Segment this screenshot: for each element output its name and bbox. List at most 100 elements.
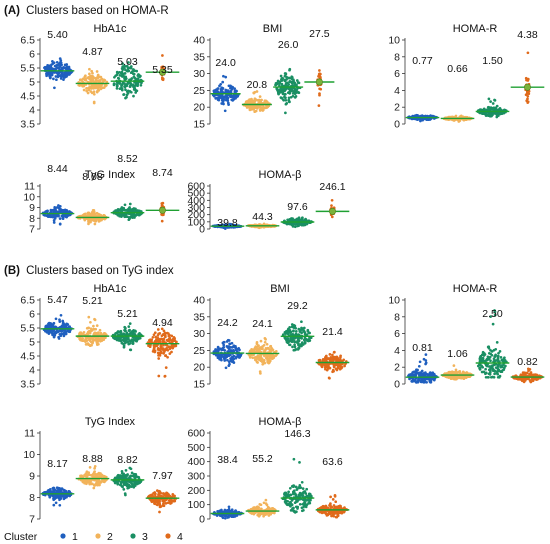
data-point bbox=[220, 86, 224, 90]
data-point bbox=[161, 504, 165, 507]
data-point bbox=[302, 330, 306, 333]
section-a-title: Clusters based on HOMA-R bbox=[26, 5, 169, 17]
data-point bbox=[113, 481, 117, 485]
data-point bbox=[55, 494, 58, 498]
cluster-4-points bbox=[146, 327, 178, 378]
data-point bbox=[290, 80, 294, 84]
data-point bbox=[303, 341, 307, 345]
cluster-2-points bbox=[441, 364, 473, 381]
data-point bbox=[328, 353, 332, 356]
panel-title: BMI bbox=[263, 23, 283, 35]
data-point bbox=[164, 354, 168, 357]
cluster-1-points bbox=[41, 486, 73, 507]
data-point bbox=[91, 71, 94, 75]
y-tick-label: 2 bbox=[394, 362, 400, 374]
data-point bbox=[52, 219, 56, 222]
data-point bbox=[219, 357, 223, 360]
data-point bbox=[124, 475, 128, 478]
panel-title: HOMA-R bbox=[453, 283, 498, 295]
value-label: 0.82 bbox=[517, 356, 538, 368]
cluster-2-points bbox=[77, 464, 109, 490]
data-point bbox=[486, 105, 490, 109]
data-point bbox=[297, 91, 301, 95]
data-point bbox=[280, 79, 284, 82]
data-point bbox=[256, 347, 259, 350]
data-point bbox=[293, 92, 297, 96]
data-point bbox=[268, 359, 272, 363]
data-point bbox=[118, 213, 122, 217]
data-point bbox=[495, 341, 499, 344]
data-point bbox=[48, 321, 52, 325]
data-point bbox=[219, 353, 222, 357]
data-point bbox=[229, 95, 232, 98]
data-point bbox=[225, 98, 229, 102]
data-point bbox=[51, 60, 54, 63]
data-point bbox=[332, 351, 336, 354]
value-label: 29.2 bbox=[287, 300, 308, 312]
y-tick-label: 5.5 bbox=[20, 323, 35, 335]
data-point bbox=[417, 364, 421, 368]
data-point bbox=[97, 471, 101, 475]
data-point bbox=[218, 84, 221, 88]
data-point bbox=[269, 344, 273, 348]
data-point bbox=[293, 96, 297, 99]
data-point bbox=[283, 95, 286, 99]
data-point bbox=[140, 81, 143, 85]
data-point bbox=[83, 75, 87, 79]
data-point bbox=[62, 323, 66, 327]
data-point bbox=[124, 75, 128, 79]
data-point bbox=[330, 204, 333, 207]
y-tick-label: 10 bbox=[23, 191, 35, 203]
data-point bbox=[89, 220, 92, 224]
data-point bbox=[301, 216, 304, 220]
data-point bbox=[253, 346, 257, 350]
data-point bbox=[88, 72, 91, 76]
data-point bbox=[92, 471, 96, 475]
data-point bbox=[319, 72, 322, 76]
data-point bbox=[284, 98, 288, 102]
data-point bbox=[266, 359, 269, 363]
data-point bbox=[526, 97, 529, 101]
data-point bbox=[224, 96, 228, 99]
y-tick-label: 0 bbox=[394, 379, 400, 391]
data-point bbox=[478, 357, 482, 361]
data-point bbox=[62, 497, 66, 501]
value-label: 1.06 bbox=[447, 348, 468, 360]
data-point bbox=[340, 365, 344, 369]
data-point bbox=[486, 358, 489, 362]
data-point bbox=[89, 320, 92, 324]
data-point bbox=[81, 77, 85, 81]
data-point bbox=[491, 111, 495, 115]
data-point bbox=[87, 217, 91, 221]
data-point bbox=[235, 348, 238, 351]
data-point bbox=[244, 100, 248, 104]
data-point bbox=[97, 220, 101, 223]
data-point bbox=[318, 92, 321, 95]
data-point bbox=[48, 214, 52, 218]
data-point bbox=[86, 332, 90, 336]
data-point bbox=[339, 354, 342, 358]
data-point bbox=[526, 79, 530, 82]
data-point bbox=[290, 336, 294, 340]
cluster-4-points bbox=[146, 489, 178, 514]
data-point bbox=[287, 76, 291, 80]
data-point bbox=[261, 109, 265, 112]
data-point bbox=[124, 215, 128, 218]
data-point bbox=[95, 70, 99, 73]
data-point bbox=[115, 87, 119, 90]
value-label: 8.44 bbox=[47, 163, 68, 175]
data-point bbox=[493, 372, 496, 376]
data-point bbox=[292, 89, 296, 93]
data-point bbox=[122, 488, 126, 491]
data-point bbox=[130, 77, 134, 80]
mean-marker bbox=[159, 68, 167, 76]
y-tick-label: 35 bbox=[193, 311, 205, 323]
value-label: 4.38 bbox=[517, 29, 538, 41]
data-point bbox=[65, 74, 68, 78]
data-point bbox=[130, 330, 134, 333]
data-point bbox=[256, 99, 260, 102]
data-point bbox=[278, 89, 281, 92]
data-point bbox=[294, 330, 298, 333]
data-point bbox=[85, 86, 89, 90]
